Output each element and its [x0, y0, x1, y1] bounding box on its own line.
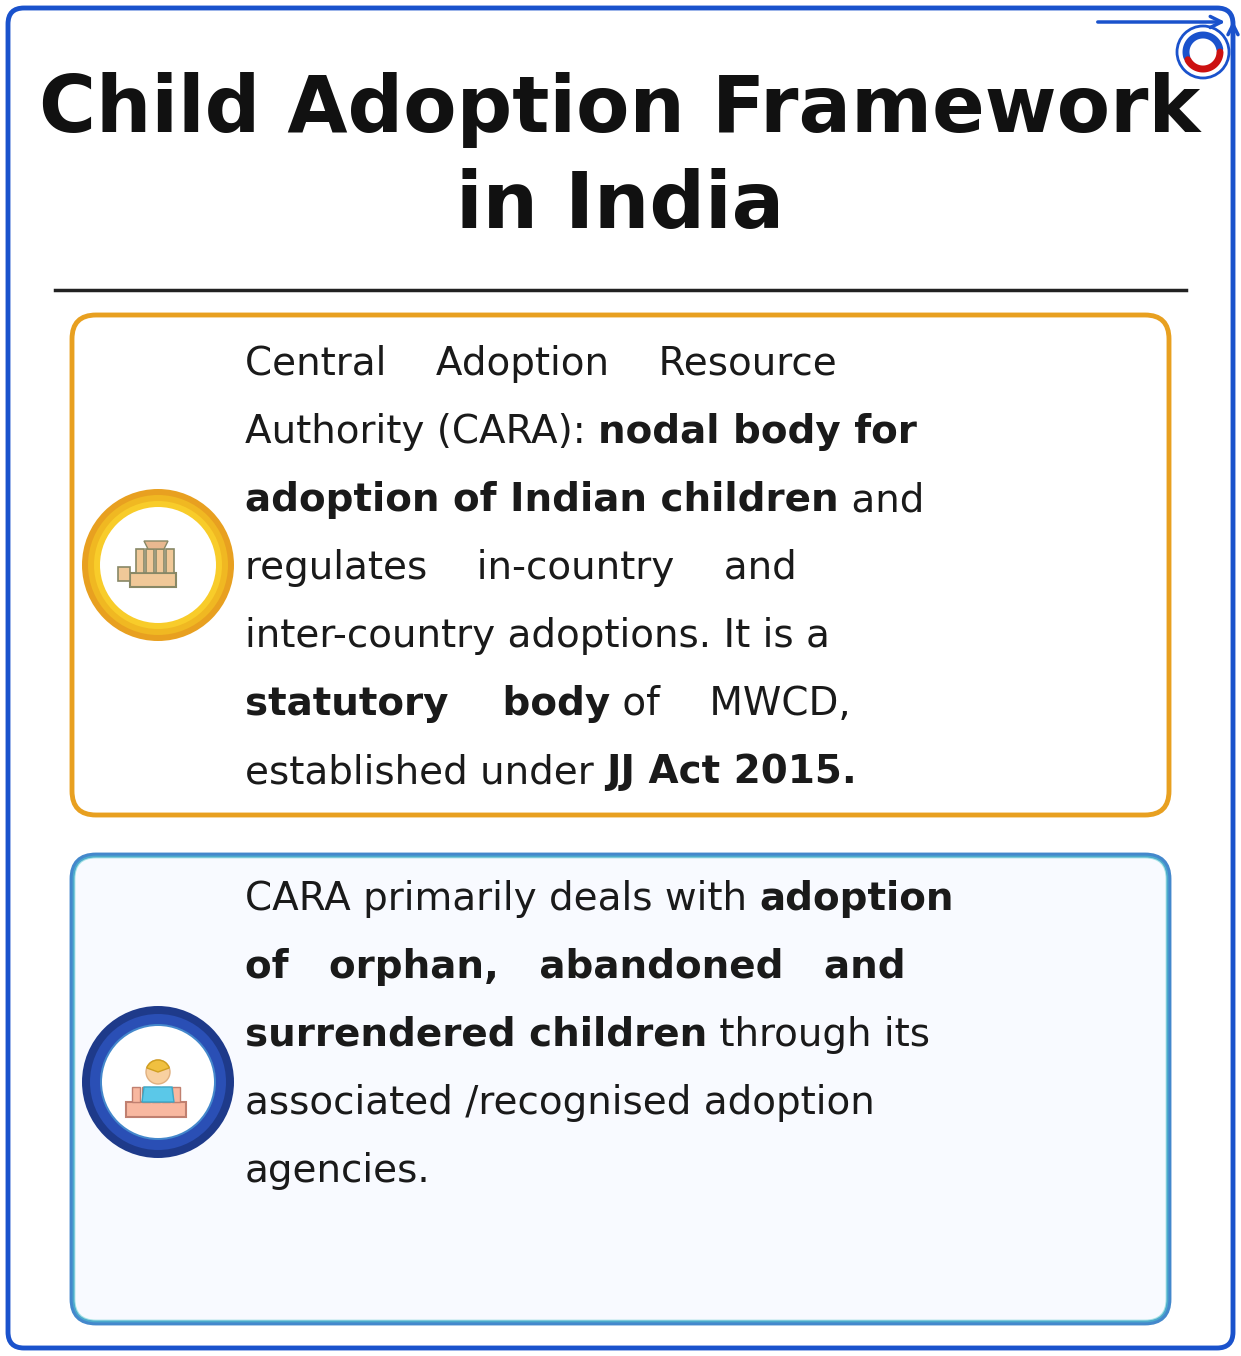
Polygon shape — [146, 549, 154, 574]
Polygon shape — [141, 1088, 150, 1102]
Circle shape — [94, 500, 222, 629]
FancyBboxPatch shape — [7, 8, 1234, 1348]
Text: inter-country adoptions. It is a: inter-country adoptions. It is a — [244, 617, 830, 655]
Text: of    MWCD,: of MWCD, — [611, 685, 851, 723]
Polygon shape — [144, 541, 168, 549]
Circle shape — [82, 490, 235, 641]
Polygon shape — [141, 1088, 174, 1102]
Circle shape — [91, 1014, 226, 1150]
Circle shape — [110, 1035, 206, 1130]
Text: nodal body for: nodal body for — [598, 414, 917, 452]
Text: CARA primarily deals with: CARA primarily deals with — [244, 880, 759, 918]
Text: Authority (CARA):: Authority (CARA): — [244, 414, 598, 452]
Text: statutory    body: statutory body — [244, 685, 611, 723]
Text: in India: in India — [455, 168, 784, 244]
Polygon shape — [118, 567, 130, 580]
Text: Central    Adoption    Resource: Central Adoption Resource — [244, 344, 836, 382]
Text: of   orphan,   abandoned   and: of orphan, abandoned and — [244, 948, 906, 986]
Circle shape — [146, 1060, 170, 1083]
Text: established under: established under — [244, 753, 606, 791]
Text: and: and — [839, 481, 925, 519]
Circle shape — [88, 495, 228, 635]
Text: agencies.: agencies. — [244, 1153, 431, 1191]
Polygon shape — [137, 549, 144, 574]
Polygon shape — [172, 1088, 180, 1102]
FancyBboxPatch shape — [72, 856, 1169, 1323]
FancyBboxPatch shape — [72, 315, 1169, 815]
Text: adoption of Indian children: adoption of Indian children — [244, 481, 839, 519]
Text: adoption: adoption — [759, 880, 954, 918]
Polygon shape — [127, 1102, 186, 1117]
Circle shape — [102, 1026, 213, 1138]
Text: Child Adoption Framework: Child Adoption Framework — [40, 72, 1200, 148]
Text: associated /recognised adoption: associated /recognised adoption — [244, 1083, 875, 1121]
Text: through its: through its — [707, 1016, 931, 1054]
Circle shape — [82, 1006, 235, 1158]
Polygon shape — [163, 1088, 170, 1102]
Polygon shape — [132, 1088, 140, 1102]
Polygon shape — [151, 1088, 160, 1102]
Text: JJ Act 2015.: JJ Act 2015. — [606, 753, 856, 791]
Circle shape — [101, 507, 216, 622]
Polygon shape — [130, 574, 176, 587]
Wedge shape — [146, 1060, 169, 1073]
Text: regulates    in-country    and: regulates in-country and — [244, 549, 797, 587]
Circle shape — [101, 1024, 216, 1140]
Polygon shape — [156, 549, 164, 574]
Polygon shape — [166, 549, 174, 574]
Text: surrendered children: surrendered children — [244, 1016, 707, 1054]
